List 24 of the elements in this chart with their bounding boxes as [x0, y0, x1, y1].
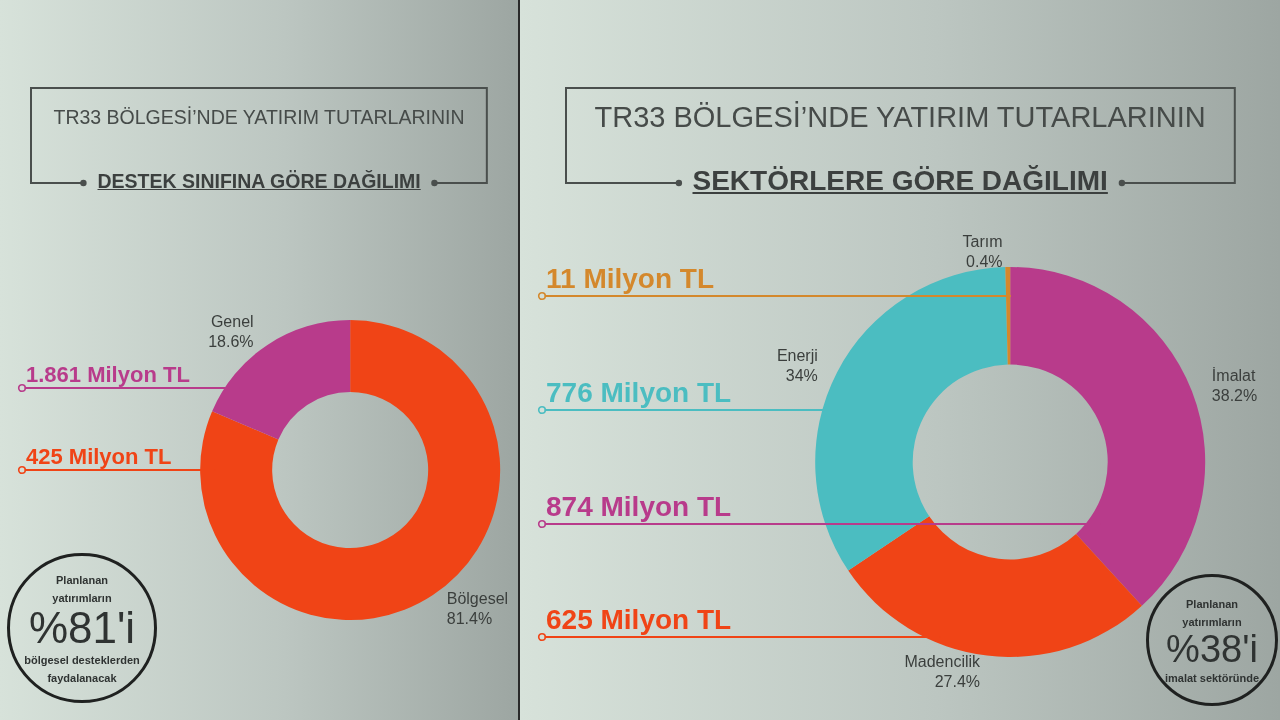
slice-label: Tarım	[962, 232, 1003, 250]
text: 874 Milyon TL	[546, 490, 732, 522]
text: Planlanan yatırımların %81'i bölgesel desteklerden faydalanacak	[24, 573, 140, 686]
data-label: 81.4%	[446, 609, 493, 627]
data-label: 34%	[785, 366, 818, 384]
chart-title: TR33 BÖLGESİ’NDE YATIRIM TUTARLARININ	[594, 100, 1206, 134]
slice-label: İmalat	[1211, 366, 1256, 385]
slice-label: Bölgesel	[446, 589, 509, 607]
chart-subtitle: SEKTÖRLERE GÖRE DAĞILIMI	[692, 165, 1108, 198]
chart-subtitle: DESTEK SINIFINA GÖRE DAĞILIMI	[97, 170, 421, 193]
text: 425 Milyon TL	[26, 444, 172, 469]
data-label: 18.6%	[208, 333, 254, 351]
slice-label: Genel	[210, 313, 254, 331]
data-label: 0.4%	[966, 252, 1003, 270]
text: 776 Milyon TL	[546, 376, 732, 408]
text: 625 Milyon TL	[546, 604, 732, 636]
slice-label: Enerji	[776, 346, 818, 364]
data-label: 27.4%	[934, 673, 981, 690]
data-label: 38.2%	[1211, 387, 1258, 405]
chart-title: TR33 BÖLGESİ’NDE YATIRIM TUTARLARININ	[53, 106, 465, 129]
text: 11 Milyon TL	[546, 263, 715, 295]
text: 1.861 Milyon TL	[26, 361, 190, 387]
slice-label: Madencilik	[904, 653, 982, 670]
text: Planlanan yatırımların %38'i imalat sektöründe	[1164, 597, 1260, 686]
